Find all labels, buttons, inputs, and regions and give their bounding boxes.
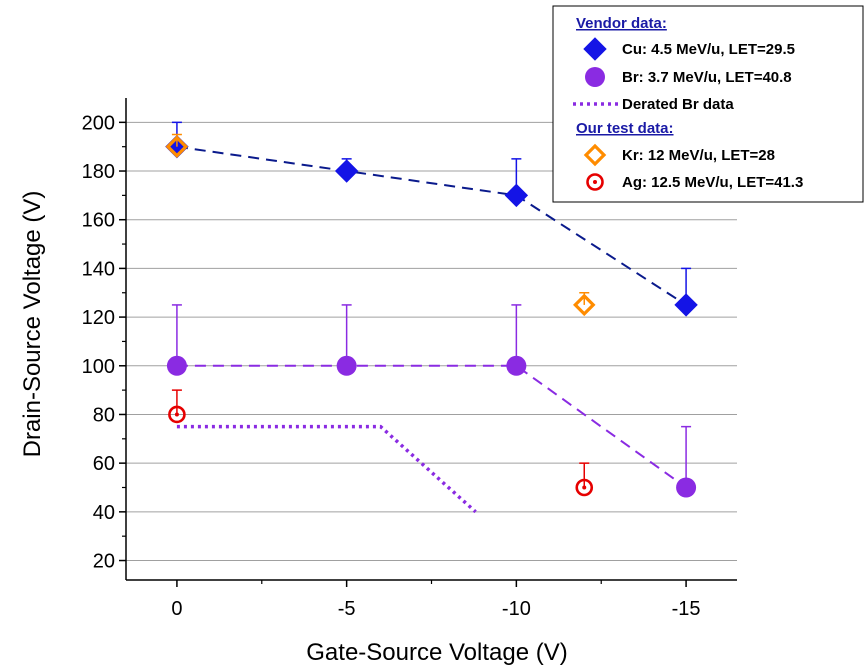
y-tick-label: 200 [82, 112, 115, 134]
y-tick-label: 60 [93, 453, 115, 475]
legend-marker [585, 67, 605, 87]
legend-label: Derated Br data [622, 96, 734, 113]
series-2 [176, 424, 477, 514]
data-point [572, 293, 596, 317]
y-tick-label: 40 [93, 502, 115, 524]
legend-label: Ag: 12.5 MeV/u, LET=41.3 [622, 174, 803, 191]
series-line [176, 364, 687, 489]
y-tick-label: 80 [93, 404, 115, 426]
y-axis-title: Drain-Source Voltage (V) [19, 191, 46, 458]
series-line [176, 145, 687, 306]
data-point [674, 293, 698, 317]
legend-box [552, 5, 864, 203]
series-line [176, 424, 477, 514]
data-point [334, 159, 359, 183]
y-tick-label: 140 [82, 258, 115, 280]
x-tick-label: -10 [502, 598, 531, 620]
y-tick-label: 120 [82, 307, 115, 329]
legend-marker [583, 143, 607, 167]
legend-heading-test: Our test data: [576, 120, 674, 137]
data-point [676, 477, 697, 498]
data-point [575, 478, 594, 497]
legend: Vendor data: Cu: 4.5 MeV/u, LET=29.5 Br: … [552, 5, 864, 203]
series-0 [165, 121, 698, 317]
x-axis-title: Gate-Source Voltage (V) [306, 639, 567, 666]
legend-label: Cu: 4.5 MeV/u, LET=29.5 [622, 41, 795, 58]
legend-heading-vendor: Vendor data: [576, 15, 667, 32]
series-1 [166, 304, 697, 498]
y-tick-label: 20 [93, 551, 115, 573]
data-point [506, 355, 527, 376]
y-tick-label: 100 [82, 356, 115, 378]
data-point [504, 183, 529, 208]
series-3 [165, 133, 596, 317]
y-tick-label: 180 [82, 161, 115, 183]
x-tick-label: -5 [338, 598, 356, 620]
legend-label: Br: 3.7 MeV/u, LET=40.8 [622, 69, 792, 86]
data-point [336, 355, 357, 376]
legend-label: Kr: 12 MeV/u, LET=28 [622, 147, 775, 164]
y-tick-label: 160 [82, 210, 115, 232]
data-point [168, 405, 186, 424]
tick-labels: 20 40 60 80 100 120 140 160 180 200 0 -5 -10 -15 [82, 112, 701, 620]
x-tick-label: 0 [171, 598, 182, 620]
x-tick-label: -15 [672, 598, 701, 620]
data-point [165, 135, 189, 158]
data-point [166, 355, 187, 376]
plot-series [165, 121, 698, 514]
legend-marker [583, 37, 607, 61]
series-4 [168, 389, 594, 497]
legend-marker [586, 173, 604, 191]
